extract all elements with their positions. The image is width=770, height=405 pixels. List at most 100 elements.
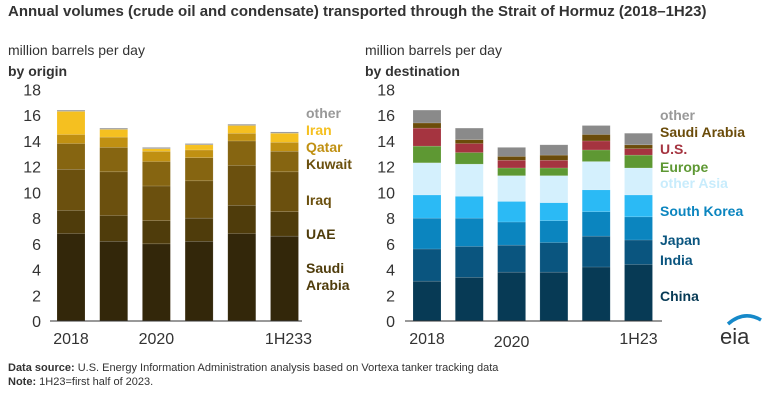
right-bar-other-2018 <box>412 109 442 124</box>
right-y-tick-label: 16 <box>377 108 395 125</box>
right-bar-u-s--2020 <box>497 160 526 169</box>
right-y-tick-label: 0 <box>386 314 395 331</box>
left-bar-qatar-2022 <box>227 132 257 142</box>
right-y-tick-label: 12 <box>377 160 395 177</box>
left-bar-iraq-2019 <box>99 171 128 216</box>
left-y-tick-label: 14 <box>23 134 41 151</box>
right-x-tick-label: 1H23 <box>619 331 657 348</box>
left-bar-other-2022 <box>227 123 257 126</box>
right-bar-india-1H23 <box>624 239 653 265</box>
left-bar-kuwait-2020 <box>142 161 171 187</box>
right-bar-china-2019 <box>455 277 484 322</box>
left-bar-iraq-2018 <box>56 169 86 211</box>
left-bar-kuwait-2018 <box>56 143 86 170</box>
left-bar-iraq-2022 <box>227 165 257 206</box>
right-bar-other-asia-2022 <box>581 161 611 191</box>
right-bar-south-korea-2019 <box>455 196 484 219</box>
right-x-tick-label: 2018 <box>409 331 445 348</box>
svg-text:eia: eia <box>720 324 750 348</box>
right-bar-u-s--2019 <box>455 143 484 153</box>
right-bar-other-asia-2019 <box>455 163 484 197</box>
left-bar-qatar-2020 <box>142 150 171 162</box>
left-y-tick-label: 12 <box>23 160 41 177</box>
left-bar-saudi-arabia-2019 <box>99 241 128 322</box>
right-bar-other-2019 <box>455 127 484 140</box>
right-bar-japan-2019 <box>455 217 484 247</box>
left-bar-iran-2018 <box>56 111 86 135</box>
right-bar-south-korea-1H23 <box>624 194 653 218</box>
left-bar-uae-1H23 <box>270 211 299 237</box>
left-bar-uae-2019 <box>99 215 128 242</box>
left-legend-other: other <box>306 105 342 121</box>
right-bar-japan-2021 <box>539 220 569 243</box>
right-bar-saudi-arabia-2022 <box>581 134 611 142</box>
left-bar-other-2019 <box>99 127 128 130</box>
left-legend-saudi-arabia: Saudi <box>306 260 344 276</box>
chart-title: Annual volumes (crude oil and condensate… <box>8 3 707 20</box>
left-bar-other-2018 <box>56 109 86 112</box>
left-bar-iran-2022 <box>227 125 257 134</box>
right-bar-japan-2018 <box>412 217 442 250</box>
left-bar-uae-2020 <box>142 220 171 245</box>
left-bar-iraq-1H23 <box>270 171 299 212</box>
right-bar-other-asia-2018 <box>412 162 442 196</box>
right-legend-saudi-arabia: Saudi Arabia <box>660 124 745 140</box>
left-bar-uae-2018 <box>56 210 86 234</box>
left-bar-saudi-arabia-2021 <box>184 241 214 322</box>
left-bar-other-2020 <box>142 147 171 149</box>
left-bar-uae-2022 <box>227 205 257 234</box>
right-bar-japan-2022 <box>581 211 611 237</box>
right-bar-south-korea-2021 <box>539 202 569 221</box>
right-y-tick-label: 6 <box>386 237 395 254</box>
left-legend-iraq: Iraq <box>306 192 332 208</box>
left-bar-kuwait-1H23 <box>270 150 299 173</box>
right-bar-other-2021 <box>539 144 569 156</box>
left-bar-other-2021 <box>184 143 214 146</box>
left-legend-saudi-arabia: Arabia <box>306 277 350 293</box>
note-label: Note: <box>8 376 37 388</box>
source-text: U.S. Energy Information Administration a… <box>74 362 499 374</box>
left-bar-kuwait-2019 <box>99 147 128 173</box>
right-bar-other-2020 <box>497 147 526 157</box>
right-bar-india-2021 <box>539 242 569 273</box>
right-y-tick-label: 18 <box>377 83 395 100</box>
left-bar-kuwait-2021 <box>184 157 214 182</box>
note: Note: 1H23=first half of 2023. <box>8 376 153 388</box>
right-bar-u-s--2022 <box>581 140 611 151</box>
left-bar-iraq-2021 <box>184 180 214 219</box>
right-bar-other-asia-1H23 <box>624 167 653 196</box>
left-bar-iran-1H23 <box>270 132 299 143</box>
right-legend-china: China <box>660 288 699 304</box>
left-y-tick-label: 2 <box>32 288 41 305</box>
left-bar-qatar-2021 <box>184 149 214 158</box>
left-y-tick-label: 16 <box>23 108 41 125</box>
left-bar-uae-2021 <box>184 217 214 242</box>
right-x-tick-label: 2020 <box>494 334 530 351</box>
left-bar-qatar-1H23 <box>270 141 299 152</box>
left-bar-saudi-arabia-2022 <box>227 233 257 322</box>
right-legend-u-s-: U.S. <box>660 141 687 157</box>
right-bar-india-2022 <box>581 235 611 268</box>
right-bar-india-2018 <box>412 248 442 282</box>
left-legend-qatar: Qatar <box>306 139 343 155</box>
right-bar-china-2018 <box>412 280 442 322</box>
right-bar-europe-2021 <box>539 167 569 176</box>
left-bar-kuwait-2022 <box>227 140 257 166</box>
right-bar-other-asia-2021 <box>539 175 569 203</box>
right-bar-europe-2018 <box>412 145 442 164</box>
right-y-tick-label: 8 <box>386 211 395 228</box>
right-bar-china-2020 <box>497 271 526 322</box>
right-bar-south-korea-2018 <box>412 194 442 219</box>
right-subtitle: by destination <box>365 63 460 79</box>
right-bar-india-2019 <box>455 246 484 278</box>
left-unit-label: million barrels per day <box>8 42 145 58</box>
right-bar-japan-1H23 <box>624 216 653 241</box>
left-legend-iran: Iran <box>306 122 332 138</box>
left-y-tick-label: 10 <box>23 185 41 202</box>
right-bar-saudi-arabia-2021 <box>539 154 569 161</box>
right-bar-europe-1H23 <box>624 154 653 169</box>
right-bar-u-s--1H23 <box>624 148 653 156</box>
note-text: 1H23=first half of 2023. <box>36 376 154 388</box>
right-bar-other-1H23 <box>624 132 653 146</box>
right-bar-other-2022 <box>581 125 611 135</box>
